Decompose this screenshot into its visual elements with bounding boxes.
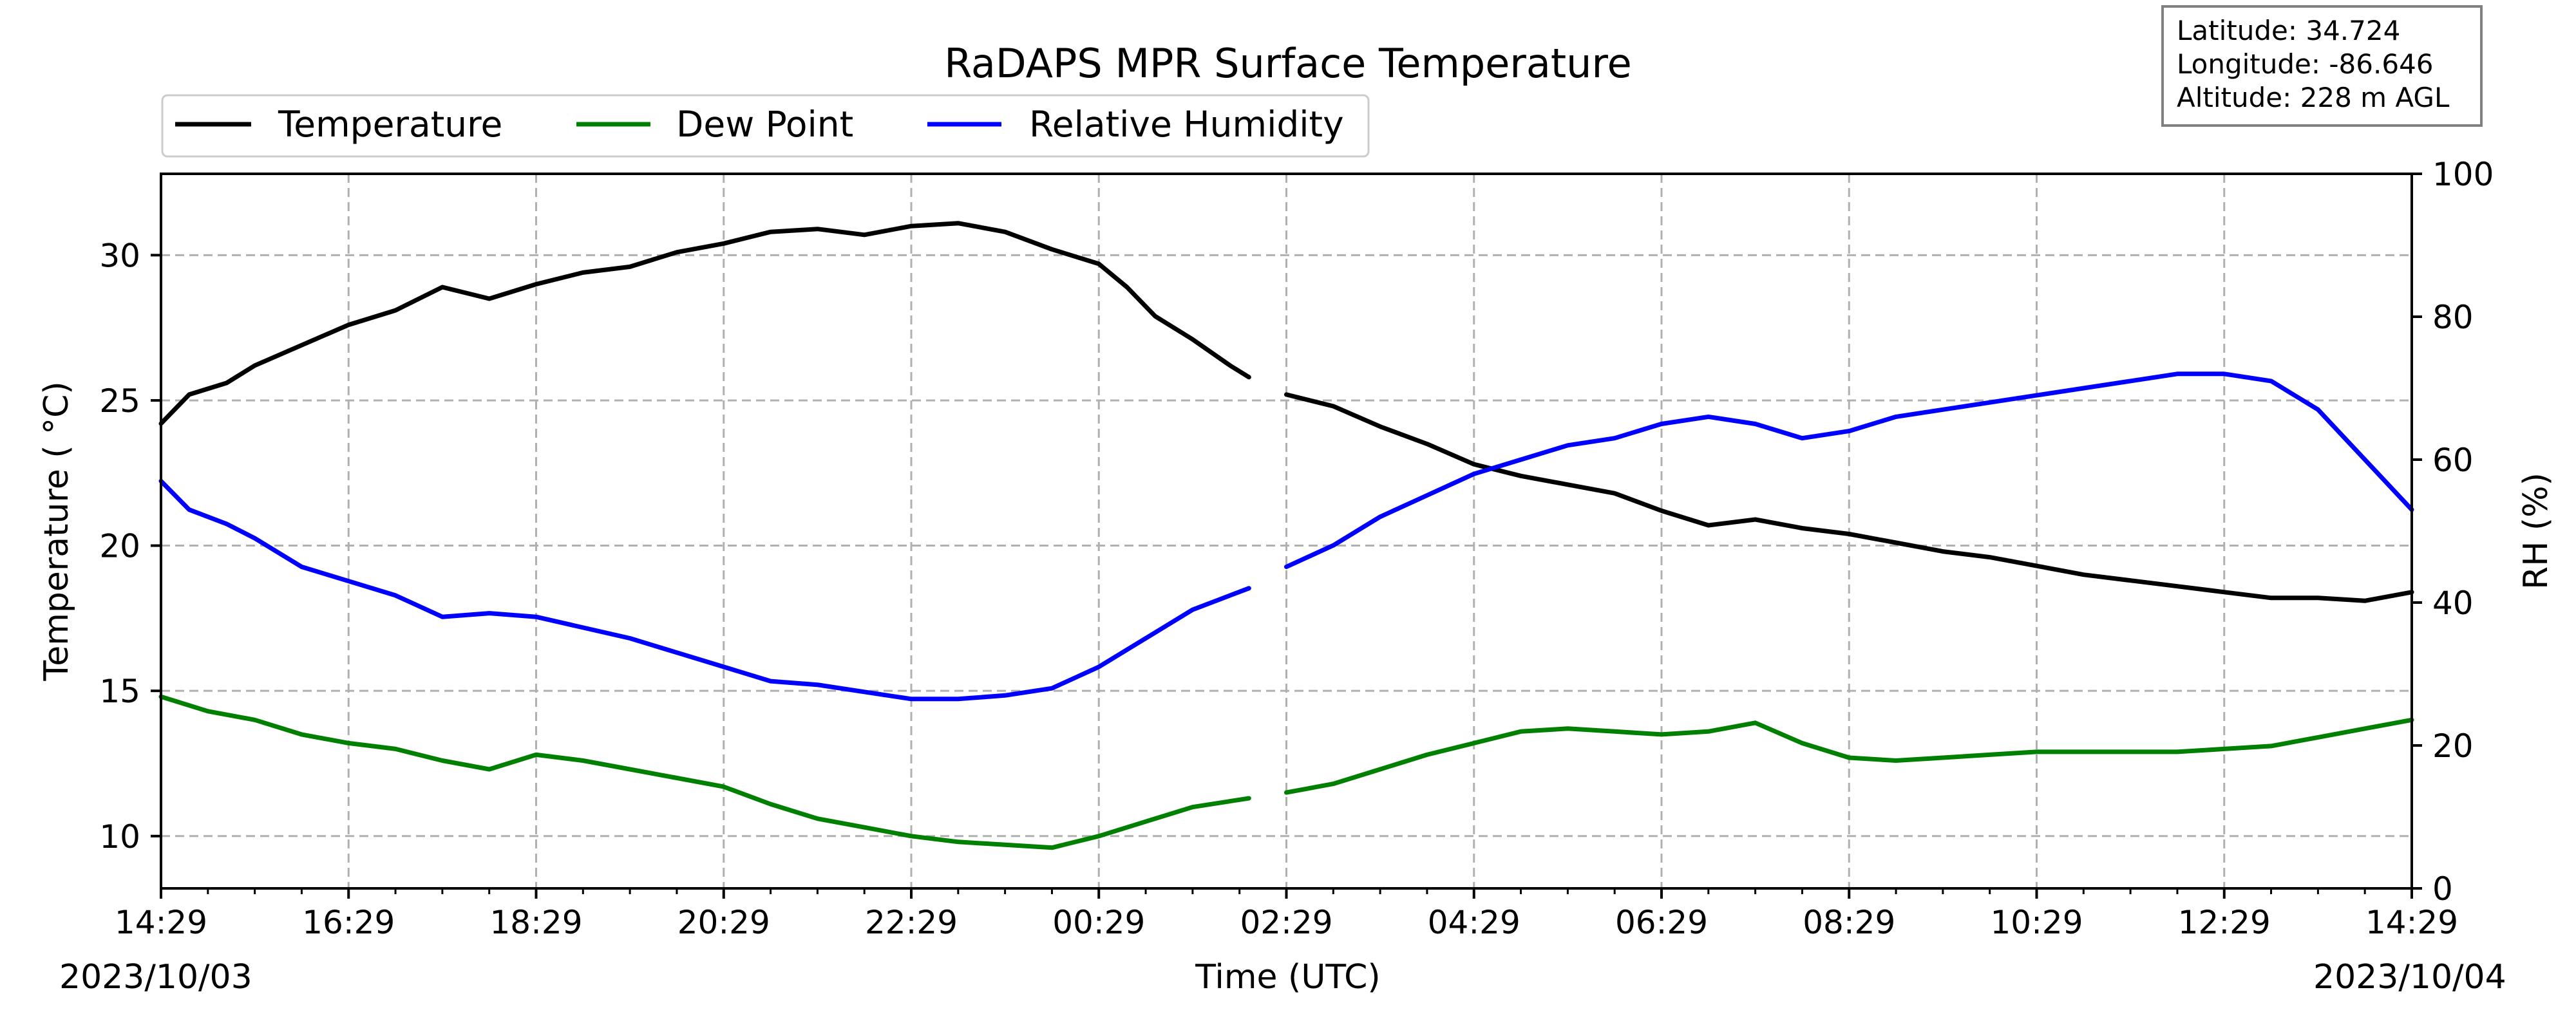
series-line-relative-humidity	[1284, 371, 2414, 569]
latitude-text: Latitude: 34.724	[2177, 15, 2400, 46]
legend-label-relative-humidity: Relative Humidity	[1029, 104, 1344, 145]
chart-title: RaDAPS MPR Surface Temperature	[944, 40, 1632, 87]
y-left-tick-label: 30	[99, 237, 140, 274]
y-left-tick-label: 15	[99, 673, 140, 710]
x-tick-label: 22:29	[865, 904, 958, 941]
y-right-tick-label: 40	[2432, 585, 2474, 622]
x-tick-label: 02:29	[1240, 904, 1332, 941]
x-tick-label: 04:29	[1428, 904, 1520, 941]
y-axis-left-ticks: 10 15 20 25 30	[99, 237, 161, 856]
x-tick-label: 08:29	[1803, 904, 1895, 941]
x-tick-label: 14:29	[2365, 904, 2458, 941]
y-axis-right-label: RH (%)	[2517, 473, 2555, 590]
x-axis-ticks: 14:29 16:29 18:29 20:29 22:29 00:29 02:29 04:29…	[115, 888, 2458, 941]
series-line-dew-point	[1284, 717, 2414, 795]
y-right-tick-label: 20	[2432, 727, 2474, 765]
x-tick-label: 16:29	[302, 904, 395, 941]
series-line-dew-point	[158, 694, 1251, 850]
series-relative-humidity	[158, 371, 2414, 702]
x-tick-label: 14:29	[115, 904, 207, 941]
legend-box	[161, 94, 1370, 158]
series-line-temperature	[1284, 392, 2414, 603]
location-info-box: Latitude: 34.724 Longitude: -86.646 Alti…	[2161, 5, 2483, 127]
series-layer	[158, 221, 2414, 850]
altitude-text: Altitude: 228 m AGL	[2177, 82, 2450, 113]
legend: Temperature Dew Point Relative Humidity	[161, 94, 1370, 158]
end-date: 2023/10/04	[2313, 958, 2506, 997]
x-tick-label: 18:29	[489, 904, 582, 941]
y-right-tick-label: 0	[2432, 870, 2453, 908]
x-tick-label: 00:29	[1052, 904, 1145, 941]
y-left-tick-label: 20	[99, 528, 140, 565]
x-tick-label: 12:29	[2178, 904, 2271, 941]
series-line-temperature	[158, 221, 1251, 426]
location-info-frame	[2161, 5, 2483, 127]
y-axis-right-ticks: 0 20 40 60 80 100	[2412, 156, 2494, 908]
y-left-tick-label: 10	[99, 818, 140, 856]
legend-label-dew-point: Dew Point	[676, 104, 853, 145]
legend-label-temperature: Temperature	[278, 104, 502, 145]
x-tick-label: 20:29	[677, 904, 770, 941]
series-temperature	[158, 221, 2414, 603]
y-axis-left-label: Temperature ( °C)	[37, 381, 76, 681]
x-tick-label: 10:29	[1990, 904, 2083, 941]
series-dew-point	[158, 694, 2414, 850]
start-date: 2023/10/03	[59, 958, 252, 997]
longitude-text: Longitude: -86.646	[2177, 48, 2434, 80]
series-line-relative-humidity	[158, 478, 1251, 702]
y-right-tick-label: 100	[2432, 156, 2494, 193]
grid-layer	[161, 174, 2412, 888]
x-tick-label: 06:29	[1615, 904, 1708, 941]
y-right-tick-label: 60	[2432, 442, 2474, 479]
y-right-tick-label: 80	[2432, 299, 2474, 336]
y-left-tick-label: 25	[99, 382, 140, 420]
x-axis-label: Time (UTC)	[1195, 958, 1380, 997]
